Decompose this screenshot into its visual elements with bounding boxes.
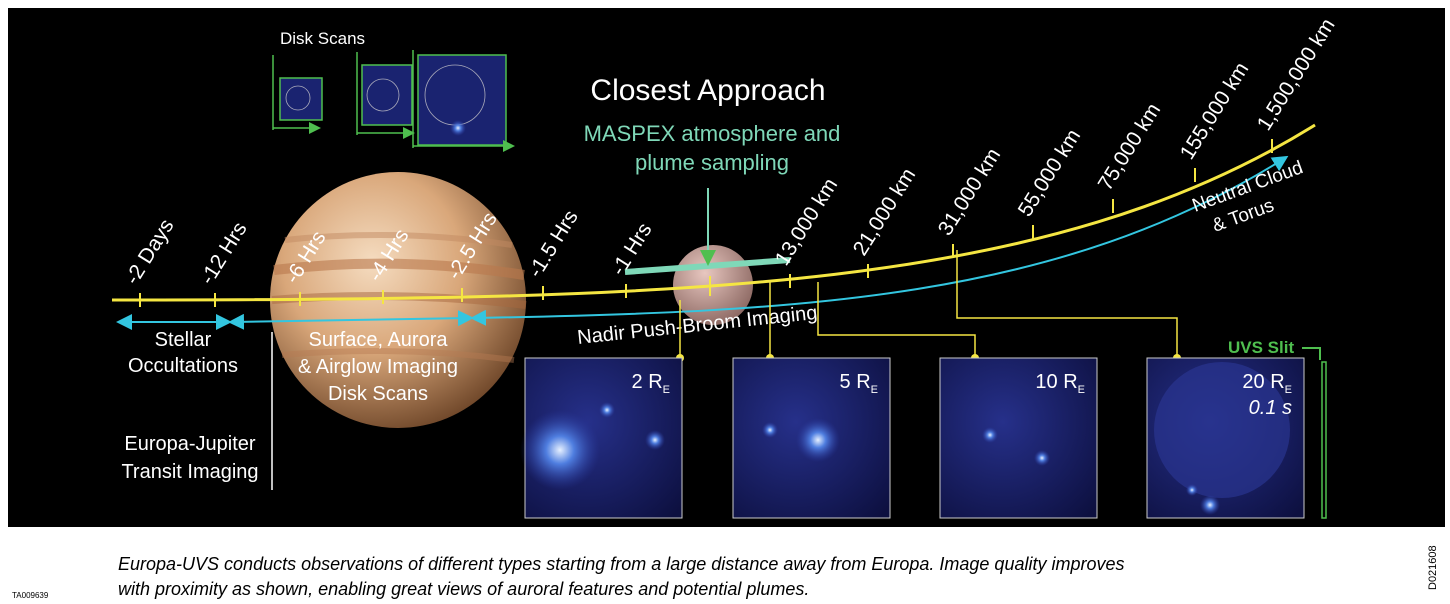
panel-label: 2 RE — [632, 371, 670, 396]
region-label: Surface, Aurora — [309, 329, 449, 351]
uvs-slit — [1321, 361, 1327, 519]
panel-label-text: 5 R — [840, 371, 871, 393]
disk-scans-label: Disk Scans — [280, 29, 365, 48]
panel-label: 20 RE — [1242, 371, 1292, 396]
maspex-label: plume sampling — [635, 150, 789, 175]
closest-approach: Closest Approach — [590, 74, 825, 107]
connector — [817, 282, 976, 358]
region-label: Stellar — [155, 329, 212, 351]
panel-label-sub: E — [1078, 384, 1085, 396]
region-label: & Airglow Imaging — [298, 356, 458, 378]
caption: with proximity as shown, enabling great … — [118, 579, 809, 599]
region-label: Disk Scans — [328, 383, 428, 405]
panel-label-text: 2 R — [632, 371, 663, 393]
uvs-slit-label: UVS Slit — [1228, 338, 1294, 357]
panel-label-text: 20 R — [1242, 371, 1284, 393]
caption: Europa-UVS conducts observations of diff… — [118, 554, 1125, 574]
image-panel — [939, 357, 1098, 519]
panel-label-sub: E — [663, 384, 670, 396]
maspex-label: MASPEX atmosphere and — [584, 121, 841, 146]
region-label: Europa-Jupiter — [124, 433, 256, 455]
emission — [982, 427, 998, 443]
panel-exposure: 0.1 s — [1249, 397, 1292, 419]
emission — [645, 430, 665, 450]
panels: 2 RE 5 RE 10 RE 20 RE0.1 s — [520, 250, 1305, 519]
range-arrow — [228, 310, 474, 330]
id-label: TA009639 — [12, 591, 49, 600]
emission — [599, 402, 615, 418]
emission — [1200, 495, 1220, 515]
disk-scan-thumbs — [272, 50, 515, 152]
panel-label-sub: E — [1285, 384, 1292, 396]
region-label: Occultations — [128, 355, 238, 377]
uvs-slit-bracket — [1302, 347, 1321, 360]
id-label: D021608 — [1427, 545, 1439, 590]
region-label: Transit Imaging — [121, 461, 258, 483]
panel-label: 10 RE — [1035, 371, 1085, 396]
panel-label-text: 10 R — [1035, 371, 1077, 393]
emission — [1186, 484, 1198, 496]
maspex-bar — [624, 257, 791, 275]
emission — [520, 410, 600, 490]
emission — [1034, 450, 1050, 466]
range-arrow — [470, 155, 1289, 326]
panel-label-sub: E — [871, 384, 878, 396]
connector — [956, 250, 1178, 358]
emission — [762, 422, 778, 438]
europa-disk — [1154, 362, 1290, 498]
panel-label: 5 RE — [840, 371, 878, 396]
emission — [796, 418, 840, 462]
